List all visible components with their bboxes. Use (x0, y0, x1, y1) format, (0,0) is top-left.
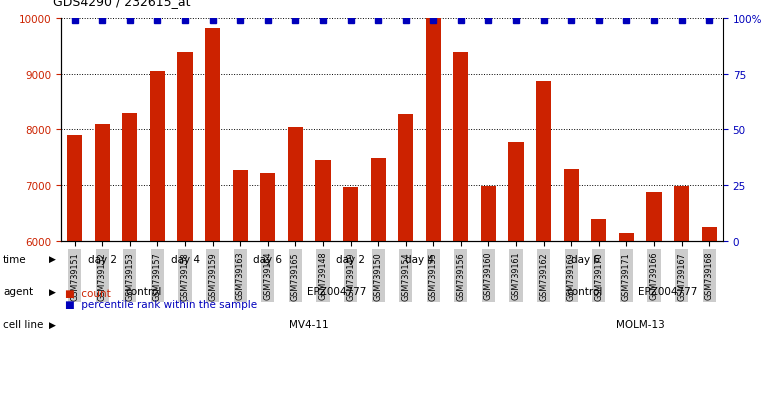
Text: day 2: day 2 (336, 254, 365, 264)
Bar (398, 114, 413, 242)
Bar (123, 113, 138, 242)
Bar (94, 125, 110, 242)
Bar (150, 71, 165, 242)
Bar (481, 187, 496, 242)
Text: MV4-11: MV4-11 (289, 319, 329, 329)
Text: ▶: ▶ (49, 287, 56, 296)
Bar (454, 53, 469, 242)
Bar (288, 127, 303, 242)
Bar (67, 135, 82, 242)
Text: day 6: day 6 (253, 254, 282, 264)
Bar (233, 170, 248, 242)
Bar (564, 170, 579, 242)
Bar (425, 19, 441, 242)
Text: ■  percentile rank within the sample: ■ percentile rank within the sample (65, 299, 256, 309)
Text: ▶: ▶ (49, 254, 56, 263)
Text: control: control (126, 287, 162, 297)
Text: cell line: cell line (3, 319, 43, 329)
Text: ▶: ▶ (49, 320, 56, 329)
Bar (315, 161, 330, 242)
Text: time: time (3, 254, 27, 264)
Bar (343, 188, 358, 242)
Text: GDS4290 / 232615_at: GDS4290 / 232615_at (53, 0, 191, 8)
Text: EPZ004777: EPZ004777 (307, 287, 367, 297)
Bar (205, 28, 220, 242)
Bar (646, 192, 661, 242)
Text: day 4: day 4 (170, 254, 199, 264)
Text: control: control (567, 287, 603, 297)
Text: EPZ004777: EPZ004777 (638, 287, 698, 297)
Bar (619, 234, 634, 242)
Bar (674, 186, 689, 242)
Text: day 6: day 6 (571, 254, 600, 264)
Bar (591, 220, 607, 242)
Text: ■  count: ■ count (65, 289, 110, 299)
Text: day 4: day 4 (405, 254, 434, 264)
Bar (536, 82, 551, 242)
Text: day 2: day 2 (88, 254, 116, 264)
Bar (371, 159, 386, 242)
Bar (508, 142, 524, 242)
Bar (702, 228, 717, 242)
Bar (260, 173, 275, 242)
Text: agent: agent (3, 287, 33, 297)
Text: MOLM-13: MOLM-13 (616, 319, 664, 329)
Bar (177, 53, 193, 242)
